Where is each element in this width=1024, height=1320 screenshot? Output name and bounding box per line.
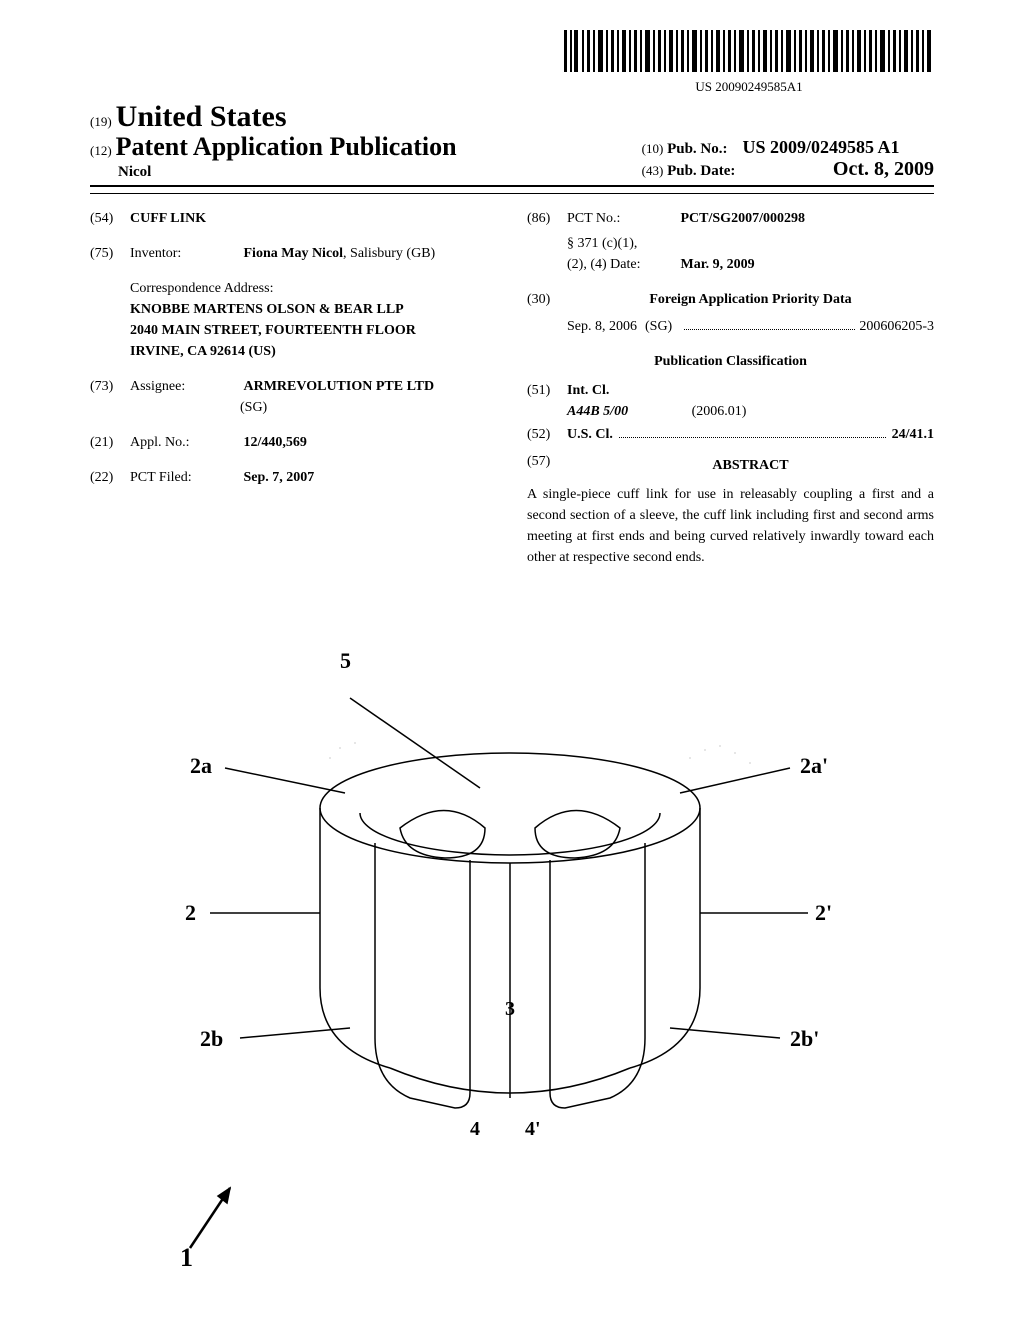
doc-type-code: (12) [90,143,112,158]
uscl-code: (52) [527,424,567,445]
correspondence-line1: KNOBBE MARTENS OLSON & BEAR LLP [130,299,497,320]
pub-no-code: (10) [642,141,664,156]
correspondence-line3: IRVINE, CA 92614 (US) [130,341,497,362]
pub-date-code: (43) [642,163,664,178]
fig-label-2-prime: 2' [815,900,832,926]
pct-filed-date: Sep. 7, 2007 [244,470,315,485]
assignee-code: (73) [90,376,130,418]
intcl-code: (51) [527,380,567,422]
foreign-country: (SG) [645,316,672,337]
barcode-svg [564,30,934,72]
foreign-date: Sep. 8, 2006 [567,316,637,337]
pub-no: US 2009/0249585 A1 [743,137,900,157]
barcode-block: US 20090249585A1 [90,30,934,96]
header-author: Nicol [90,164,457,181]
pub-class-title: Publication Classification [527,351,934,372]
uscl-label: U.S. Cl. [567,424,613,445]
s371-date: Mar. 9, 2009 [681,257,755,272]
assignee-loc: (SG) [240,397,497,418]
foreign-code: (30) [527,289,567,310]
country: United States [116,100,287,133]
s371-label1: § 371 (c)(1), [567,233,934,254]
appl-label: Appl. No.: [130,432,240,453]
inventor-name: Fiona May Nicol [244,246,344,261]
pct-no: PCT/SG2007/000298 [681,211,805,226]
pub-no-label: Pub. No.: [667,141,727,157]
uscl-class: 24/41.1 [892,424,934,445]
pct-filed-label: PCT Filed: [130,467,240,488]
fig-label-2b: 2b [200,1026,223,1052]
invention-title: CUFF LINK [130,208,497,229]
fig-label-3: 3 [505,998,515,1021]
foreign-title: Foreign Application Priority Data [567,289,934,310]
correspondence-label: Correspondence Address: [130,278,497,299]
pct-no-label: PCT No.: [567,208,677,229]
inventor-label: Inventor: [130,243,240,264]
abstract-title: ABSTRACT [567,455,934,476]
intcl-label: Int. Cl. [567,383,609,398]
inventor-loc: , Salisbury (GB) [343,246,435,261]
patent-figure: 5 2a 2a' 2 2' 2b 2b' 3 4 4' 1 [90,628,934,1268]
s371-label2: (2), (4) Date: [567,254,677,275]
fig-label-4: 4 [470,1118,480,1141]
foreign-app: 200606205-3 [859,316,934,337]
appl-no: 12/440,569 [244,435,307,450]
pub-date-label: Pub. Date: [667,163,735,179]
appl-code: (21) [90,432,130,453]
fig-label-5: 5 [340,648,351,674]
bibliographic-data: (54) CUFF LINK (75) Inventor: Fiona May … [90,208,934,568]
title-code: (54) [90,208,130,229]
figure-svg [90,628,934,1268]
inventor-code: (75) [90,243,130,264]
fig-label-4-prime: 4' [525,1118,541,1141]
fig-label-2a: 2a [190,753,212,779]
country-code: (19) [90,114,112,129]
abstract-code: (57) [527,451,567,480]
assignee-name: ARMREVOLUTION PTE LTD [244,379,435,394]
intcl-class: A44B 5/00 [567,404,628,419]
header: (19) United States (12) Patent Applicati… [90,100,934,187]
pct-filed-code: (22) [90,467,130,488]
abstract-text: A single-piece cuff link for use in rele… [527,484,934,568]
intcl-year: (2006.01) [692,404,747,419]
pub-date: Oct. 8, 2009 [833,158,934,180]
fig-label-2: 2 [185,900,196,926]
fig-label-1: 1 [180,1243,193,1273]
fig-label-2b-prime: 2b' [790,1026,819,1052]
pct-no-code: (86) [527,208,567,229]
assignee-label: Assignee: [130,376,240,397]
correspondence-line2: 2040 MAIN STREET, FOURTEENTH FLOOR [130,320,497,341]
barcode-number: US 20090249585A1 [564,79,934,95]
fig-label-2a-prime: 2a' [800,753,828,779]
doc-type: Patent Application Publication [116,132,457,161]
